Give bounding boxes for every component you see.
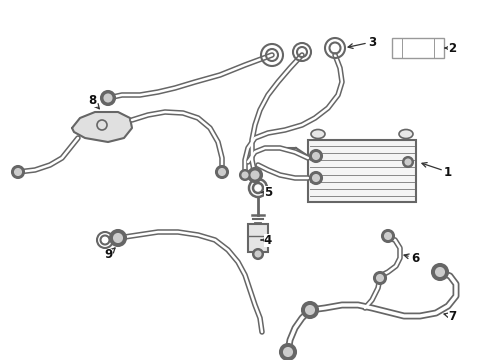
Text: 6: 6 (404, 252, 419, 265)
Ellipse shape (248, 168, 262, 182)
Ellipse shape (104, 94, 112, 102)
Text: 4: 4 (261, 234, 272, 247)
Text: 1: 1 (422, 163, 452, 179)
Ellipse shape (436, 268, 444, 276)
Bar (392, 38, 444, 58)
Ellipse shape (253, 249, 263, 259)
Ellipse shape (313, 175, 319, 181)
Ellipse shape (310, 172, 322, 184)
Ellipse shape (240, 170, 250, 180)
Ellipse shape (306, 306, 314, 314)
Text: 2: 2 (445, 41, 456, 54)
Ellipse shape (377, 275, 383, 281)
Ellipse shape (12, 166, 24, 178)
Ellipse shape (302, 302, 318, 318)
Ellipse shape (374, 272, 386, 284)
Bar (248, 224, 268, 252)
Ellipse shape (255, 252, 261, 257)
Text: 9: 9 (104, 248, 115, 261)
Ellipse shape (311, 130, 325, 139)
Ellipse shape (313, 153, 319, 159)
Ellipse shape (399, 130, 413, 139)
Ellipse shape (114, 234, 122, 242)
Text: 7: 7 (444, 310, 456, 323)
Ellipse shape (406, 159, 411, 165)
Text: 8: 8 (88, 94, 99, 109)
Ellipse shape (310, 150, 322, 162)
Polygon shape (72, 112, 132, 142)
Ellipse shape (280, 344, 296, 360)
Text: 5: 5 (261, 185, 272, 198)
Ellipse shape (385, 233, 391, 239)
Text: 3: 3 (348, 36, 376, 49)
Ellipse shape (382, 230, 394, 242)
Ellipse shape (403, 157, 413, 167)
Ellipse shape (15, 169, 21, 175)
Ellipse shape (251, 171, 259, 179)
Ellipse shape (432, 264, 448, 280)
Bar (308, 140, 416, 202)
Ellipse shape (216, 166, 228, 178)
Ellipse shape (243, 172, 247, 177)
Ellipse shape (110, 230, 126, 246)
Ellipse shape (219, 169, 225, 175)
Ellipse shape (284, 348, 292, 356)
Ellipse shape (101, 91, 115, 105)
